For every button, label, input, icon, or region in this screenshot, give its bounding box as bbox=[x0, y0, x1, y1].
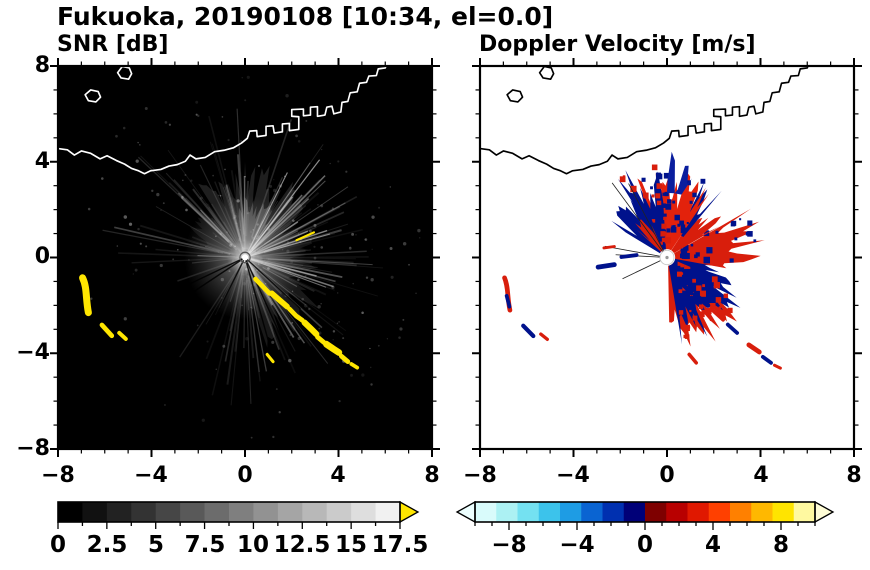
snr-cb-label: 5 bbox=[147, 532, 164, 558]
snr-map bbox=[50, 58, 440, 457]
figure-title: Fukuoka, 20190108 [10:34, el=0.0] bbox=[57, 2, 554, 31]
doppler-colorbar bbox=[455, 500, 835, 530]
y-tick-label: 0 bbox=[34, 244, 50, 269]
doppler-cb-label: −8 bbox=[491, 532, 527, 558]
snr-cb-label: 7.5 bbox=[184, 532, 226, 558]
x-tick-label: −4 bbox=[134, 463, 168, 488]
doppler-cb-label: 0 bbox=[636, 532, 653, 558]
y-tick-label: 4 bbox=[34, 149, 50, 174]
x-tick-label: 8 bbox=[846, 463, 862, 488]
x-tick-label: −8 bbox=[41, 463, 75, 488]
snr-cb-label: 15 bbox=[334, 532, 367, 558]
snr-colorbar bbox=[57, 500, 420, 529]
x-tick-label: 4 bbox=[753, 463, 769, 488]
y-tick-label: 8 bbox=[34, 53, 50, 78]
doppler-cb-label: 4 bbox=[704, 532, 721, 558]
x-tick-label: 8 bbox=[424, 463, 440, 488]
snr-cb-label: 10 bbox=[236, 532, 269, 558]
snr-cb-label: 17.5 bbox=[371, 532, 429, 558]
snr-cb-label: 12.5 bbox=[273, 532, 331, 558]
snr-cb-label: 0 bbox=[49, 532, 66, 558]
y-tick-label: −8 bbox=[16, 436, 50, 461]
doppler-panel-title: Doppler Velocity [m/s] bbox=[479, 32, 756, 57]
snr-cb-label: 2.5 bbox=[86, 532, 128, 558]
snr-panel-title: SNR [dB] bbox=[57, 32, 169, 57]
doppler-cb-label: −4 bbox=[559, 532, 595, 558]
doppler-cb-label: 8 bbox=[772, 532, 789, 558]
x-tick-label: 4 bbox=[330, 463, 346, 488]
doppler-map bbox=[472, 58, 862, 457]
x-tick-label: −4 bbox=[556, 463, 590, 488]
x-tick-label: −8 bbox=[463, 463, 497, 488]
y-tick-label: −4 bbox=[16, 340, 50, 365]
x-tick-label: 0 bbox=[659, 463, 675, 488]
x-tick-label: 0 bbox=[237, 463, 253, 488]
